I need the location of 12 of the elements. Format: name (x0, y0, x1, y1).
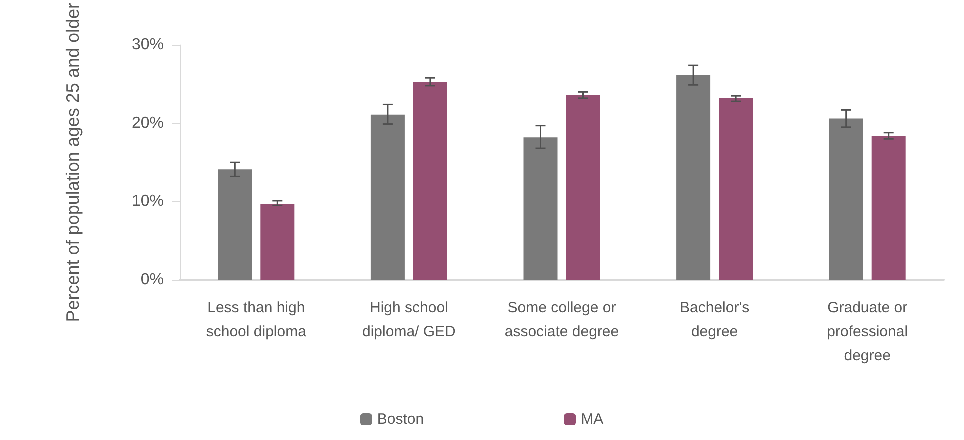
y-tick-label: 20% (132, 114, 164, 132)
x-tick-label: High school diploma/ GED (362, 300, 456, 340)
y-axis-title: Percent of population ages 25 and older (63, 2, 83, 322)
legend-label: Boston (377, 411, 424, 428)
x-tick-label: Less than high school diploma (206, 300, 308, 340)
x-tick-label: Some college or associate degree (504, 300, 620, 340)
x-tick-label: Graduate or professional degree (827, 300, 908, 364)
y-tick-label: 10% (132, 193, 164, 210)
y-tick-label: 0% (140, 272, 164, 288)
legend-label: MA (581, 411, 604, 428)
y-tick-label: 30% (132, 36, 164, 54)
x-tick-label: Bachelor's degree (680, 300, 750, 340)
